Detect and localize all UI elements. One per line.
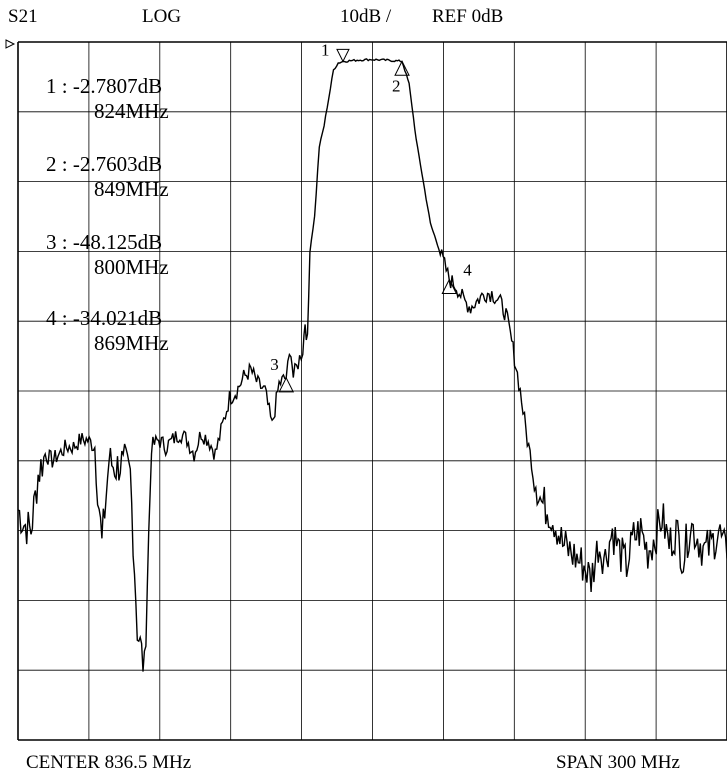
- marker-4-readout: 4 : -34.021dB 869MHz: [46, 306, 169, 355]
- marker-4-triangle-icon: [441, 278, 458, 294]
- chart-grid: [17, 41, 727, 741]
- marker-1-triangle-icon: [336, 48, 350, 63]
- footer-center-frequency: CENTER 836.5 MHz: [26, 752, 192, 773]
- marker-1-readout: 1 : -2.7807dB 824MHz: [46, 74, 169, 123]
- header-format: LOG: [142, 6, 182, 27]
- header-parameter: S21: [8, 6, 38, 27]
- header-reference: REF 0dB: [432, 6, 504, 27]
- reference-pointer-icon: [5, 39, 16, 49]
- marker-2-triangle-icon: [394, 60, 410, 76]
- marker-symbols: 1 2 3 4: [270, 40, 472, 393]
- header-scale: 10dB /: [340, 6, 392, 27]
- marker-2-number: 2: [392, 76, 401, 95]
- marker-3-triangle-icon: [278, 376, 295, 393]
- s21-trace: [17, 58, 727, 672]
- marker-4-number: 4: [463, 260, 472, 279]
- marker-1-number: 1: [321, 40, 330, 59]
- footer-span: SPAN 300 MHz: [556, 752, 680, 773]
- marker-3-number: 3: [270, 355, 279, 374]
- marker-2-readout: 2 : -2.7603dB 849MHz: [46, 152, 169, 201]
- marker-3-readout: 3 : -48.125dB 800MHz: [46, 230, 169, 279]
